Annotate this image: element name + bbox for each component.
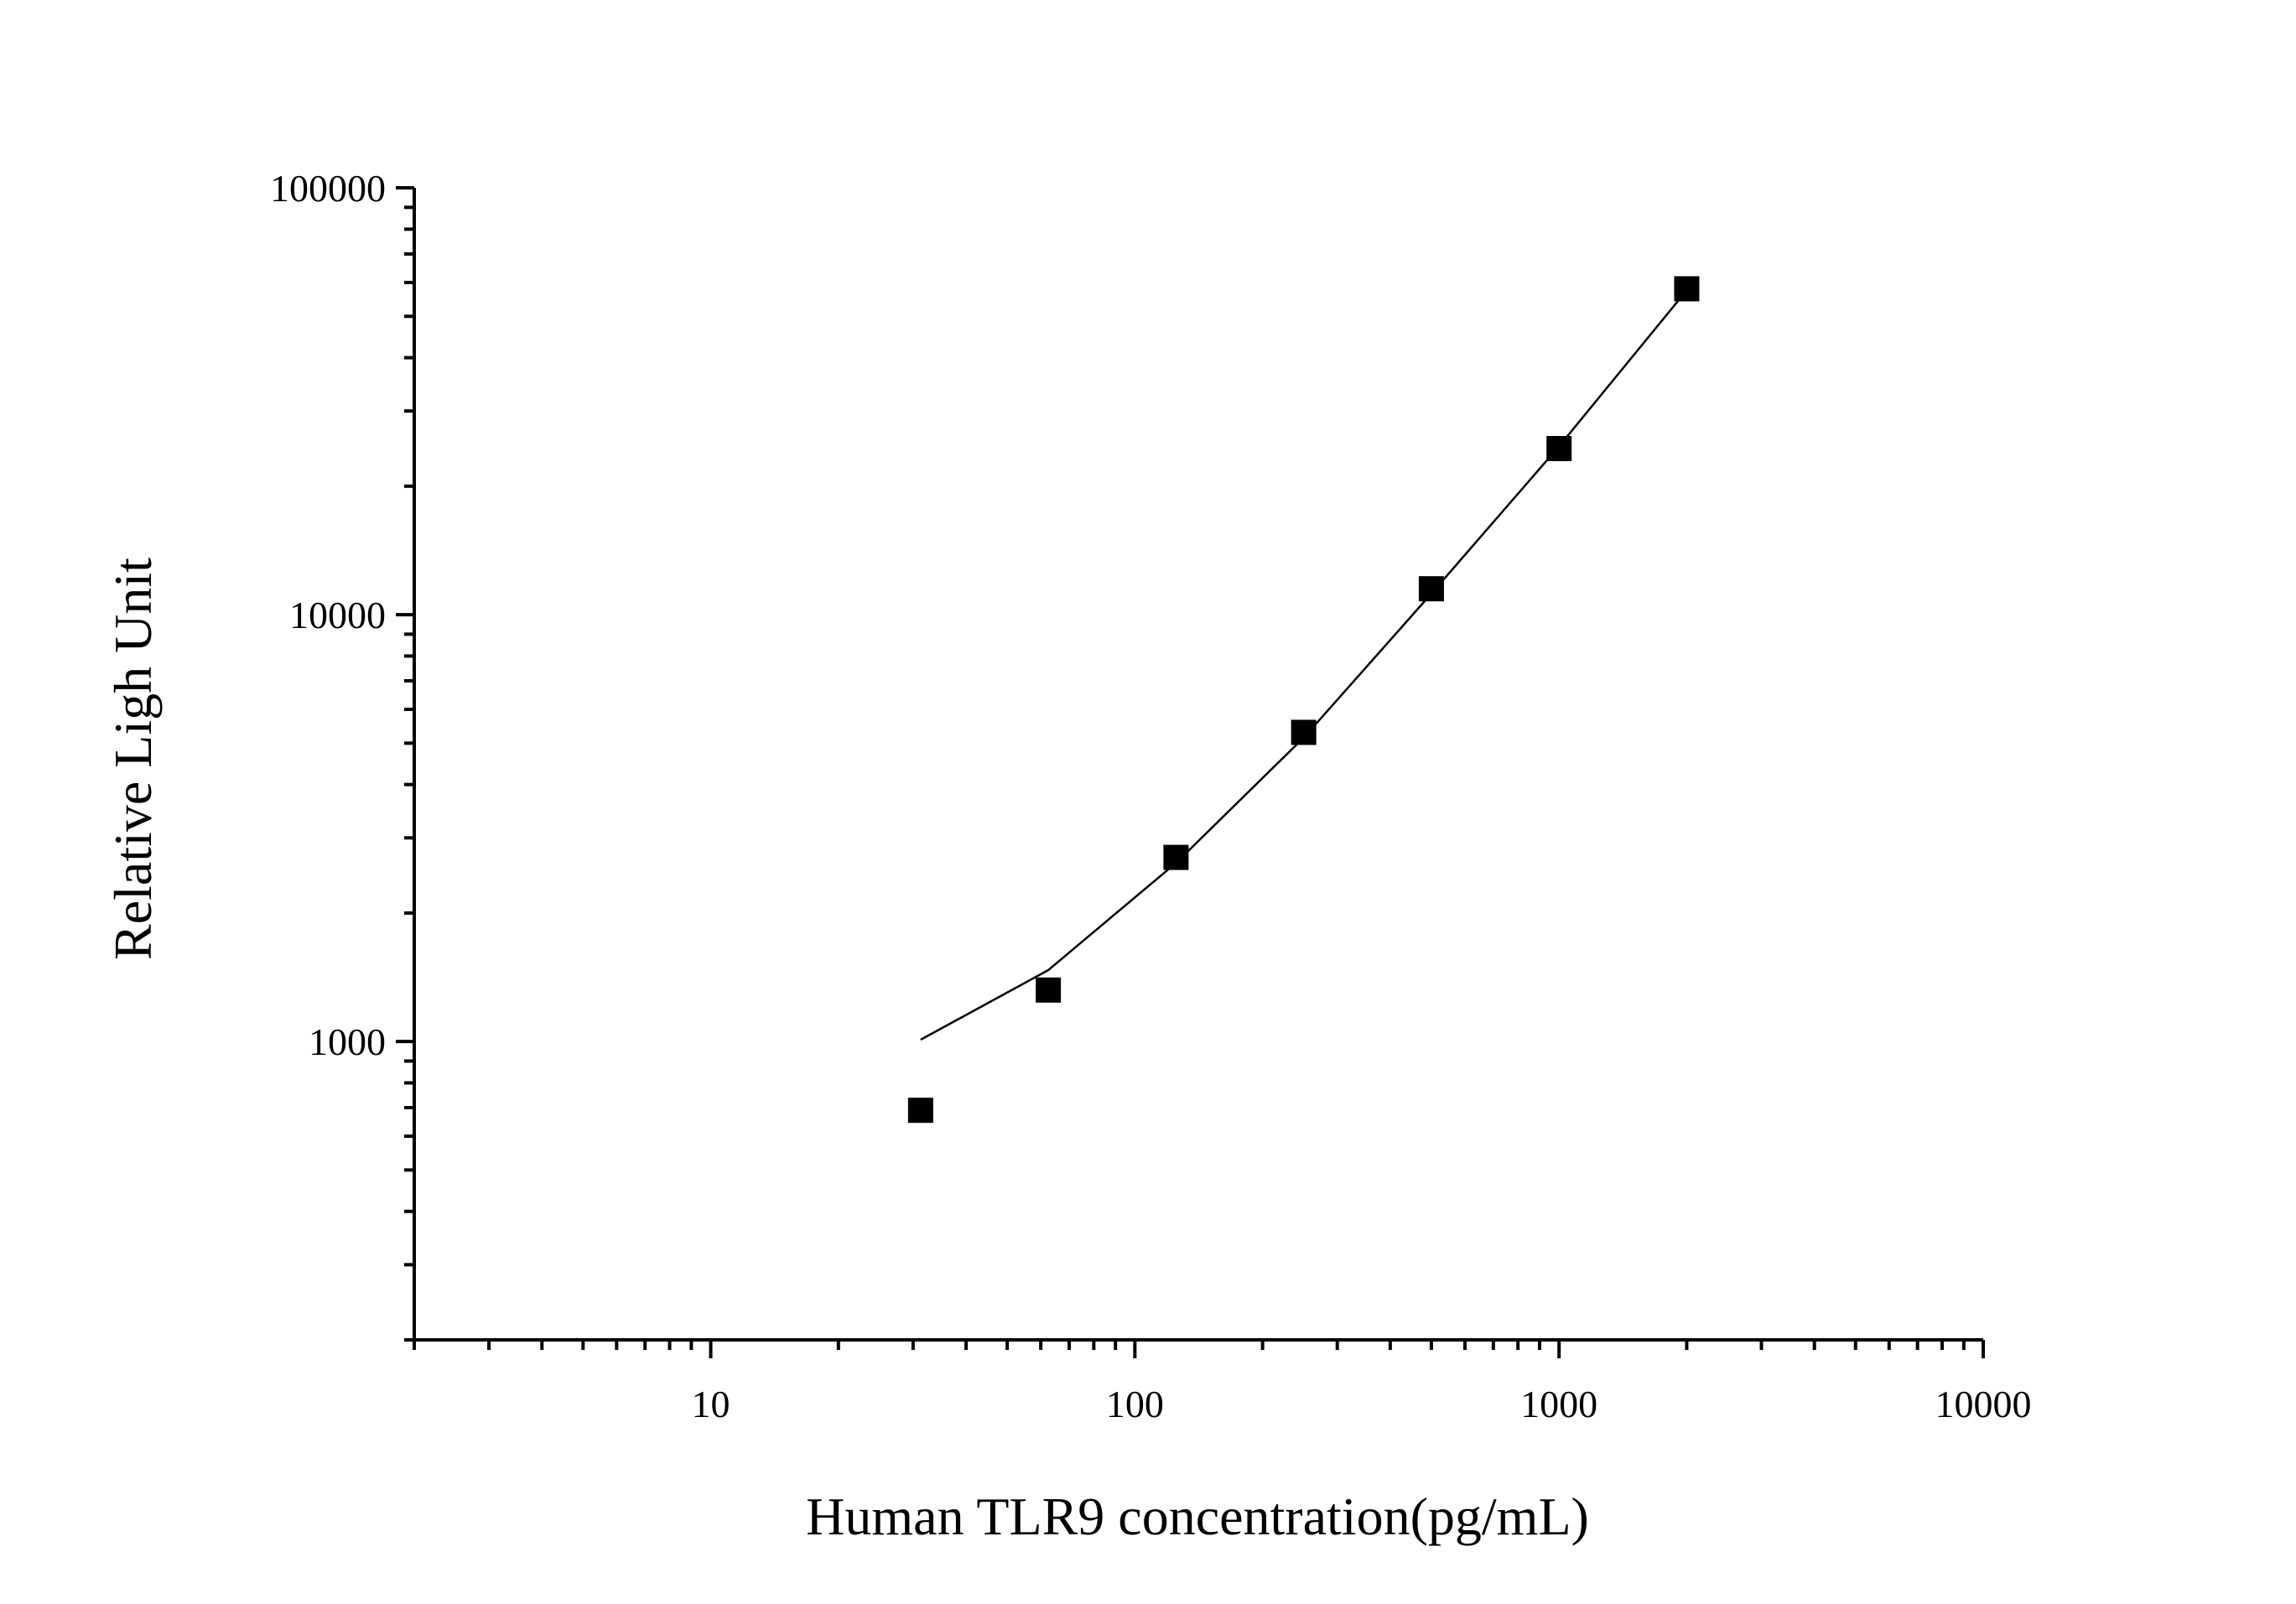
fit-curve-line <box>920 289 1688 1041</box>
data-point <box>1163 844 1189 870</box>
data-point <box>1546 435 1572 461</box>
data-points-group <box>907 276 1700 1124</box>
data-point <box>1418 576 1444 602</box>
x-axis-tick-labels: 10 100 1000 10000 <box>692 1383 2032 1425</box>
y-axis-title: Relative Ligh Unit <box>103 558 163 960</box>
data-point <box>1291 719 1317 745</box>
y-tick-label: 100000 <box>270 167 386 210</box>
data-point <box>907 1098 933 1124</box>
fit-curve-group <box>920 289 1688 1041</box>
data-point <box>1036 977 1062 1003</box>
x-tick-label: 10000 <box>1935 1383 2032 1425</box>
x-axis-title: Human TLR9 concentration(pg/mL) <box>806 1487 1589 1546</box>
x-tick-label: 1000 <box>1520 1383 1597 1425</box>
x-tick-label: 10 <box>692 1383 730 1425</box>
y-axis-tick-labels: 1000 10000 100000 <box>270 167 386 1063</box>
y-axis-ticks <box>396 186 414 1342</box>
axes <box>413 188 1983 1342</box>
y-tick-label: 1000 <box>309 1020 386 1063</box>
x-tick-label: 100 <box>1106 1383 1164 1425</box>
x-axis-ticks <box>413 1340 1985 1358</box>
y-tick-label: 10000 <box>289 594 386 636</box>
data-point <box>1674 276 1700 302</box>
